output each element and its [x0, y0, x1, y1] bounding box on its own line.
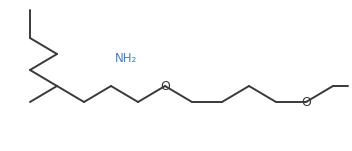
Text: NH₂: NH₂: [115, 51, 137, 64]
Text: O: O: [301, 95, 311, 109]
Text: O: O: [160, 79, 170, 93]
